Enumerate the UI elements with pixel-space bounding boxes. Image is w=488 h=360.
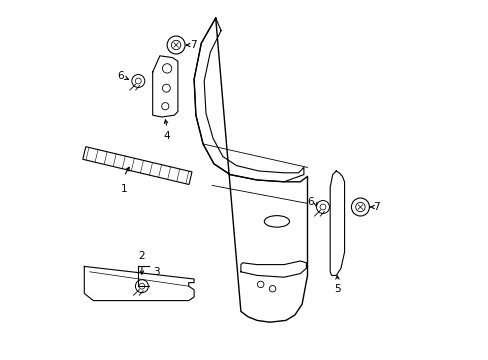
Text: 7: 7 (373, 202, 379, 212)
Text: 5: 5 (333, 284, 340, 294)
Text: 6: 6 (307, 197, 313, 207)
Text: 2: 2 (138, 251, 145, 261)
Text: 4: 4 (163, 131, 170, 141)
Text: 1: 1 (121, 184, 127, 194)
Text: 3: 3 (152, 267, 159, 277)
Text: 7: 7 (190, 40, 197, 50)
Text: 6: 6 (117, 71, 123, 81)
